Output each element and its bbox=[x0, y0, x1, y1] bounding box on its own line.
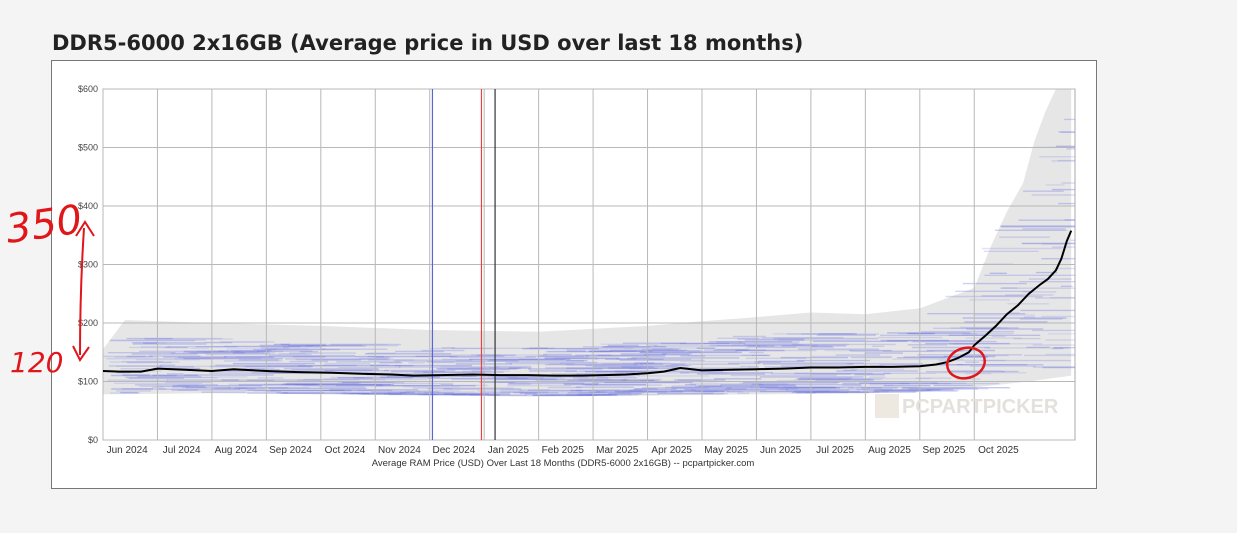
x-tick-label: Aug 2024 bbox=[215, 445, 258, 456]
y-tick-label: $300 bbox=[78, 260, 98, 270]
x-tick-label: Dec 2024 bbox=[432, 445, 475, 456]
y-tick-label: $100 bbox=[78, 377, 98, 387]
x-tick-label: May 2025 bbox=[704, 445, 748, 456]
price-range-band bbox=[103, 89, 1072, 397]
x-tick-label: Oct 2025 bbox=[978, 445, 1019, 456]
gridlines bbox=[102, 88, 1075, 441]
x-tick-label: Sep 2025 bbox=[923, 445, 966, 456]
chart-caption: Average RAM Price (USD) Over Last 18 Mon… bbox=[372, 458, 755, 469]
average-price-line bbox=[102, 230, 1073, 377]
chart-frame: PCPARTPICKER $0 $100 $200 $300 $400 $500 $600 … bbox=[51, 60, 1097, 489]
vertical-markers bbox=[431, 89, 496, 440]
average-price-series bbox=[102, 230, 1073, 377]
price-range-area bbox=[103, 89, 1072, 397]
x-tick-label: Jun 2024 bbox=[107, 445, 149, 456]
x-tick-label: Jan 2025 bbox=[488, 445, 530, 456]
watermark: PCPARTPICKER bbox=[875, 394, 1059, 418]
chart-canvas: PCPARTPICKER $0$100$200$300$400$500$600 … bbox=[78, 84, 1076, 469]
chart-title: DDR5-6000 2x16GB (Average price in USD o… bbox=[52, 31, 804, 55]
x-tick-label: Jun 2025 bbox=[760, 445, 802, 456]
y-tick-label: $0 bbox=[88, 435, 98, 445]
y-tick-label: $600 bbox=[78, 84, 98, 94]
y-tick-label: $500 bbox=[78, 143, 98, 153]
y-axis-ticks: $0 $100 $200 $300 $400 $500 $600 bbox=[78, 84, 98, 445]
x-tick-label: Feb 2025 bbox=[542, 445, 585, 456]
x-tick-label: Sep 2024 bbox=[269, 445, 312, 456]
x-tick-label: Aug 2025 bbox=[868, 445, 911, 456]
x-tick-label: Oct 2024 bbox=[325, 445, 366, 456]
x-tick-label: Mar 2025 bbox=[596, 445, 639, 456]
x-tick-label: Nov 2024 bbox=[378, 445, 421, 456]
y-tick-label: $400 bbox=[78, 201, 98, 211]
watermark-logo-icon bbox=[875, 394, 899, 418]
watermark-text: PCPARTPICKER bbox=[902, 396, 1059, 418]
x-tick-label: Jul 2025 bbox=[816, 445, 854, 456]
x-tick-label: Apr 2025 bbox=[651, 445, 692, 456]
y-tick-label: $200 bbox=[78, 318, 98, 328]
x-axis-ticks: Jun 2024 Jul 2024 Aug 2024 Sep 2024 Oct 2024… bbox=[107, 445, 1020, 456]
x-tick-label: Jul 2024 bbox=[163, 445, 201, 456]
